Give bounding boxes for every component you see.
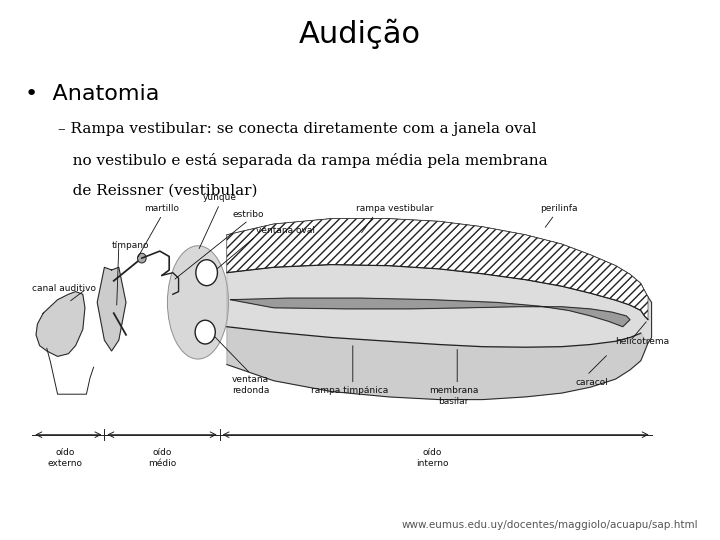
Text: yunque: yunque <box>202 193 237 202</box>
Text: membrana
basilar: membrana basilar <box>429 386 478 406</box>
Text: estribo: estribo <box>233 210 264 219</box>
Text: www.eumus.edu.uy/docentes/maggiolo/acuapu/sap.html: www.eumus.edu.uy/docentes/maggiolo/acuap… <box>402 520 698 530</box>
Text: – Rampa vestibular: se conecta diretamente com a janela oval: – Rampa vestibular: se conecta diretamen… <box>58 122 536 136</box>
Text: •  Anatomia: • Anatomia <box>25 84 160 104</box>
Text: perilinfa: perilinfa <box>540 204 577 213</box>
Ellipse shape <box>196 260 217 286</box>
Text: ventana oval: ventana oval <box>256 226 315 235</box>
Text: oído
interno: oído interno <box>415 448 449 468</box>
Ellipse shape <box>138 253 146 263</box>
Text: helicotrema: helicotrema <box>616 337 670 346</box>
Text: tímpano: tímpano <box>112 241 149 250</box>
Text: de Reissner (vestibular): de Reissner (vestibular) <box>58 184 257 198</box>
Polygon shape <box>97 267 126 351</box>
Text: rampa timpánica: rampa timpánica <box>310 386 388 395</box>
Text: oído
médio: oído médio <box>148 448 176 468</box>
Text: canal auditivo: canal auditivo <box>32 285 96 293</box>
Text: caracol: caracol <box>576 378 609 387</box>
Text: ventana
redonda: ventana redonda <box>232 375 269 395</box>
Text: Audição: Audição <box>299 19 421 49</box>
Text: oído
externo: oído externo <box>48 448 82 468</box>
Polygon shape <box>227 219 648 320</box>
Text: no vestibulo e está separada da rampa média pela membrana: no vestibulo e está separada da rampa mé… <box>58 153 547 168</box>
Polygon shape <box>36 292 85 356</box>
Polygon shape <box>230 298 630 327</box>
Ellipse shape <box>168 246 229 359</box>
Ellipse shape <box>195 320 215 344</box>
Polygon shape <box>227 219 652 400</box>
Polygon shape <box>227 327 648 400</box>
Text: martillo: martillo <box>145 204 179 213</box>
Text: rampa vestibular: rampa vestibular <box>356 204 433 213</box>
